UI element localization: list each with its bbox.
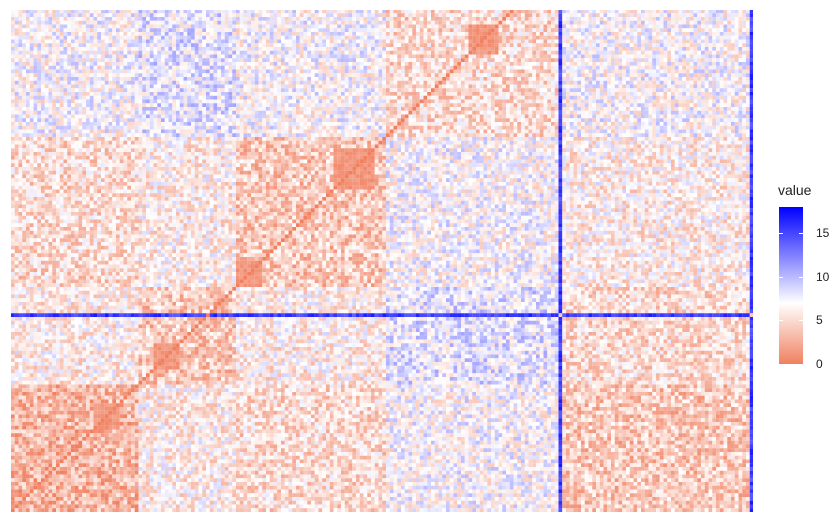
heatmap-plot-area xyxy=(11,10,753,512)
heatmap xyxy=(11,10,753,512)
